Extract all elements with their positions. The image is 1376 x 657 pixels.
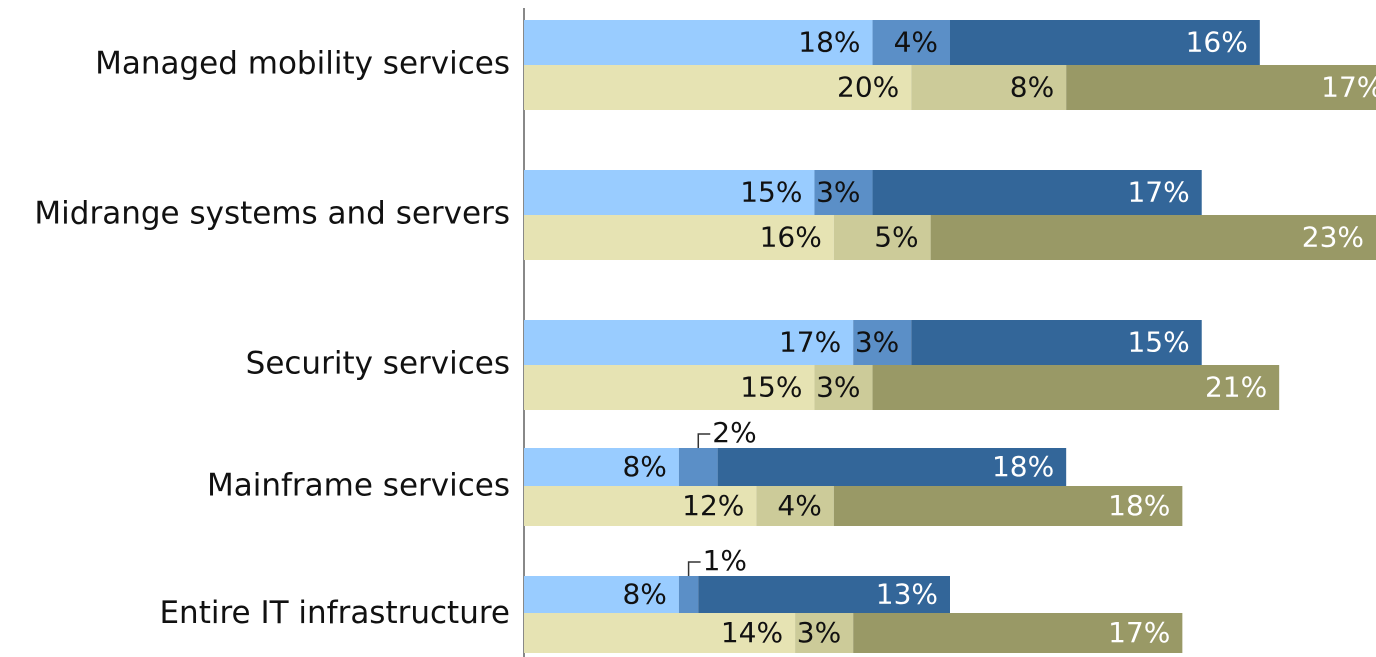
bar-segment — [872, 170, 1202, 215]
value-label: 18% — [1108, 489, 1170, 522]
bar-segment — [930, 215, 1376, 260]
bar-segment — [795, 613, 854, 653]
bar-segment — [872, 365, 1280, 410]
value-label: 17% — [1127, 176, 1189, 209]
value-label: 3% — [855, 326, 899, 359]
bar-segment — [524, 170, 815, 215]
callout-line — [687, 561, 701, 576]
value-label: 8% — [622, 578, 666, 611]
value-label: 14% — [721, 616, 783, 649]
bar-segment — [524, 215, 834, 260]
bar-segment — [524, 320, 854, 365]
bar-segment — [833, 215, 931, 260]
bar-segment — [524, 486, 757, 526]
value-label: 15% — [740, 371, 802, 404]
value-label: 8% — [1010, 71, 1054, 104]
value-label: 17% — [1321, 71, 1376, 104]
value-label: 15% — [740, 176, 802, 209]
value-label: 20% — [837, 71, 899, 104]
value-label: 5% — [874, 221, 918, 254]
value-label: 16% — [1186, 26, 1248, 59]
bar-segment — [911, 65, 1067, 110]
value-label: 1% — [703, 544, 747, 577]
value-label: 2% — [712, 416, 756, 449]
category-label: Managed mobility services — [95, 46, 510, 82]
bar-segment — [678, 448, 718, 486]
bar-segment — [1066, 65, 1376, 110]
value-label: 18% — [992, 450, 1054, 483]
category-label: Entire IT infrastructure — [159, 595, 510, 631]
callout-line — [697, 433, 711, 448]
value-label: 15% — [1127, 326, 1189, 359]
value-label: 8% — [622, 450, 666, 483]
value-label: 3% — [797, 616, 841, 649]
value-label: 4% — [894, 26, 938, 59]
value-label: 18% — [798, 26, 860, 59]
bar-segment — [756, 486, 834, 526]
bar-segment — [872, 20, 950, 65]
bar-segment — [814, 365, 873, 410]
bar-segment — [950, 20, 1260, 65]
value-label: 16% — [760, 221, 822, 254]
category-label: Midrange systems and servers — [34, 196, 510, 232]
value-label: 17% — [1108, 616, 1170, 649]
bar-segment — [524, 65, 912, 110]
value-label: 21% — [1205, 371, 1267, 404]
bar-segment — [833, 486, 1183, 526]
bar-segment — [524, 613, 796, 653]
bar-segment — [717, 448, 1067, 486]
bar-segment — [814, 170, 873, 215]
bar-segment — [911, 320, 1202, 365]
value-label: 23% — [1302, 221, 1364, 254]
bar-segment — [524, 448, 679, 486]
bar-segment — [524, 365, 815, 410]
bar-segment — [853, 613, 1183, 653]
value-label: 13% — [876, 578, 938, 611]
bar-segment — [698, 576, 950, 613]
value-label: 17% — [779, 326, 841, 359]
value-label: 12% — [682, 489, 744, 522]
category-label: Security services — [246, 346, 510, 382]
value-label: 4% — [777, 489, 821, 522]
value-label: 3% — [816, 176, 860, 209]
bar-segment — [524, 576, 679, 613]
category-label: Mainframe services — [207, 468, 510, 504]
bar-segment — [524, 20, 873, 65]
bar-segment — [678, 576, 699, 613]
value-label: 3% — [816, 371, 860, 404]
bar-segment — [853, 320, 912, 365]
